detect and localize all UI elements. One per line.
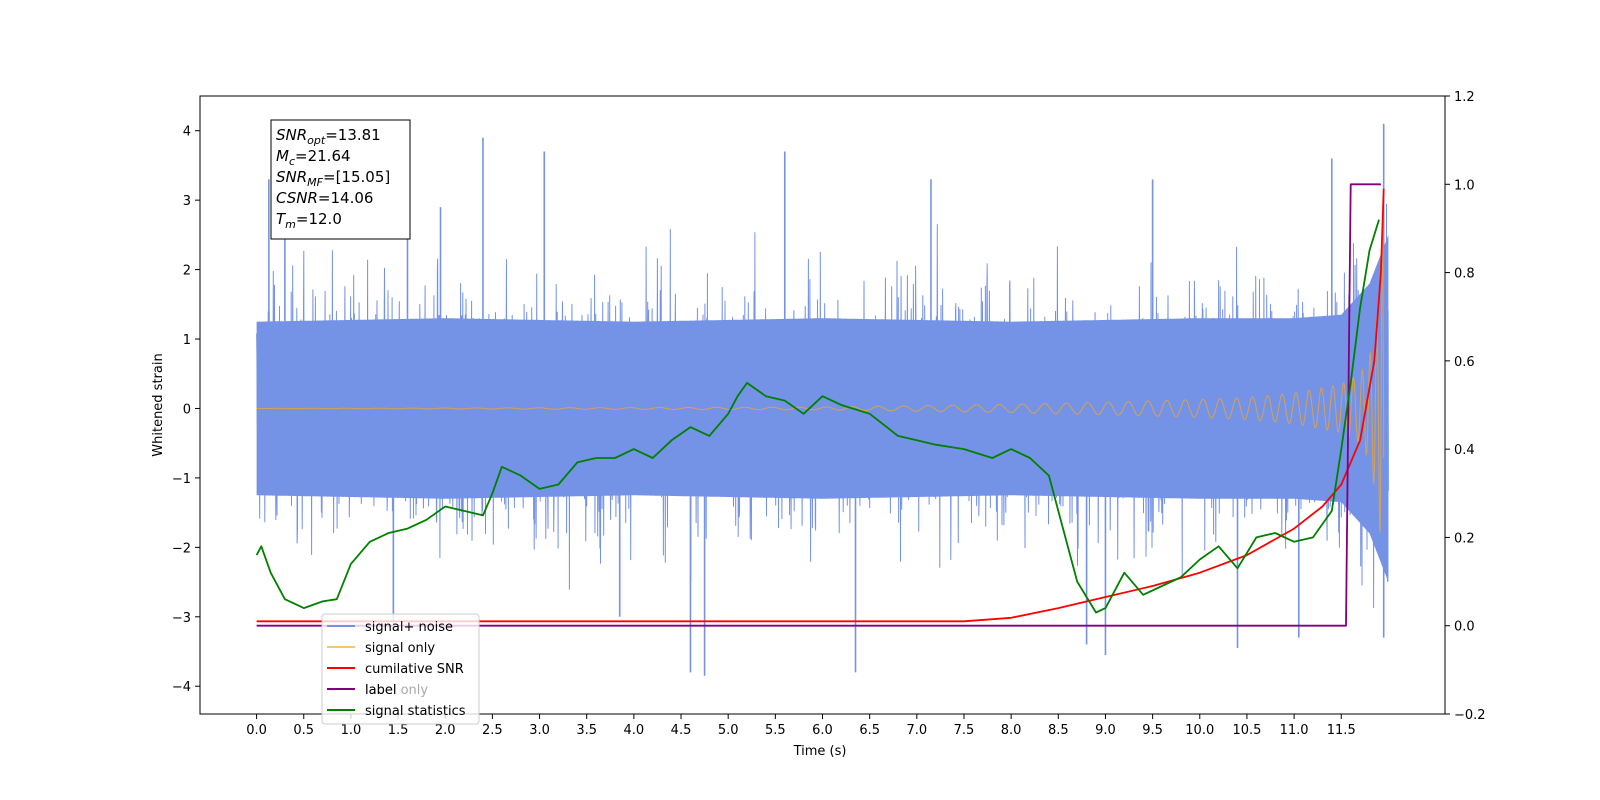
legend-entry: signal+ noise — [365, 620, 453, 635]
annotation-line: CSNR=14.06 — [276, 189, 373, 207]
x-tick-label: 11.5 — [1327, 723, 1356, 738]
legend-entry: signal only — [365, 641, 435, 656]
y-axis-label: Whitened strain — [151, 353, 166, 456]
x-tick-label: 0.0 — [246, 723, 267, 738]
x-tick-label: 9.0 — [1095, 723, 1116, 738]
y-axis: −4 −3 −2 −1 0 1 2 3 4 — [172, 125, 200, 695]
x-tick-label: 4.0 — [624, 723, 645, 738]
annotation-line: Mc=21.64 — [276, 147, 351, 168]
y-tick-label: 2 — [183, 264, 191, 279]
x-tick-label: 3.0 — [529, 723, 550, 738]
legend-entry: label only — [365, 683, 428, 698]
x-tick-label: 4.5 — [671, 723, 692, 738]
x-tick-label: 0.5 — [293, 723, 314, 738]
annotation-line: Tm=12.0 — [276, 210, 342, 231]
y2-tick-label: 0.8 — [1454, 267, 1475, 282]
x-tick-label: 7.0 — [906, 723, 927, 738]
x-tick-label: 8.5 — [1048, 723, 1069, 738]
annotation-line: SNRMF=[15.05] — [276, 168, 390, 189]
x-tick-label: 9.5 — [1142, 723, 1163, 738]
y-tick-label: 4 — [183, 125, 191, 140]
y2-axis: −0.2 0.0 0.2 0.4 0.6 0.8 1.0 1.2 — [1445, 90, 1486, 723]
legend-entry: label — [365, 683, 396, 698]
x-tick-label: 8.0 — [1001, 723, 1022, 738]
y2-tick-label: 0.4 — [1454, 443, 1475, 458]
x-axis: 0.0 0.5 1.0 1.5 2.0 2.5 3.0 3.5 4.0 4.5 5.0 5.5 6.0 6… — [246, 714, 1356, 738]
y2-tick-label: 0.0 — [1454, 620, 1475, 635]
y-tick-label: −2 — [172, 541, 191, 556]
y-tick-label: 3 — [183, 194, 191, 209]
x-tick-label: 1.5 — [388, 723, 409, 738]
x-tick-label: 5.5 — [765, 723, 786, 738]
x-tick-label: 3.5 — [576, 723, 597, 738]
x-tick-label: 10.0 — [1185, 723, 1214, 738]
y2-tick-label: 1.2 — [1454, 90, 1475, 105]
y-tick-label: 0 — [183, 402, 191, 417]
series-signal-statistics — [255, 219, 1380, 614]
series-signal-noise — [256, 123, 1389, 676]
y-tick-label: −1 — [172, 472, 191, 487]
x-tick-label: 7.5 — [954, 723, 975, 738]
y2-tick-label: −0.2 — [1454, 708, 1486, 723]
x-tick-label: 2.5 — [482, 723, 503, 738]
annotation-line: SNRopt=13.81 — [276, 126, 381, 147]
x-tick-label: 6.0 — [812, 723, 833, 738]
series-signal-only-line — [256, 225, 1385, 533]
x-axis-label: Time (s) — [793, 744, 847, 759]
y2-tick-label: 0.2 — [1454, 531, 1475, 546]
x-tick-label: 11.0 — [1280, 723, 1309, 738]
x-tick-label: 1.0 — [341, 723, 362, 738]
legend-entry: cumilative SNR — [365, 662, 464, 677]
y-tick-label: −3 — [172, 611, 191, 626]
x-tick-label: 6.5 — [859, 723, 880, 738]
y2-tick-label: 1.0 — [1454, 178, 1475, 193]
x-tick-label: 10.5 — [1232, 723, 1261, 738]
stats-annotation-box: SNRopt=13.81Mc=21.64SNRMF=[15.05]CSNR=14… — [270, 119, 411, 240]
plot-area — [255, 123, 1389, 676]
series-cumulative-snr — [256, 188, 1385, 623]
series-signal-noise-line — [256, 203, 1389, 609]
legend-frame — [321, 613, 480, 725]
series-signal-only — [256, 225, 1385, 533]
annotation-frame — [270, 119, 411, 240]
x-tick-label: 5.0 — [718, 723, 739, 738]
y2-tick-label: 0.6 — [1454, 355, 1475, 370]
x-tick-label: 2.0 — [435, 723, 456, 738]
legend: signal+ noise signal only cumilative SNR la… — [321, 613, 480, 725]
legend-entry: signal statistics — [365, 704, 466, 719]
y-tick-label: −4 — [172, 680, 191, 695]
y-tick-label: 1 — [183, 333, 191, 348]
